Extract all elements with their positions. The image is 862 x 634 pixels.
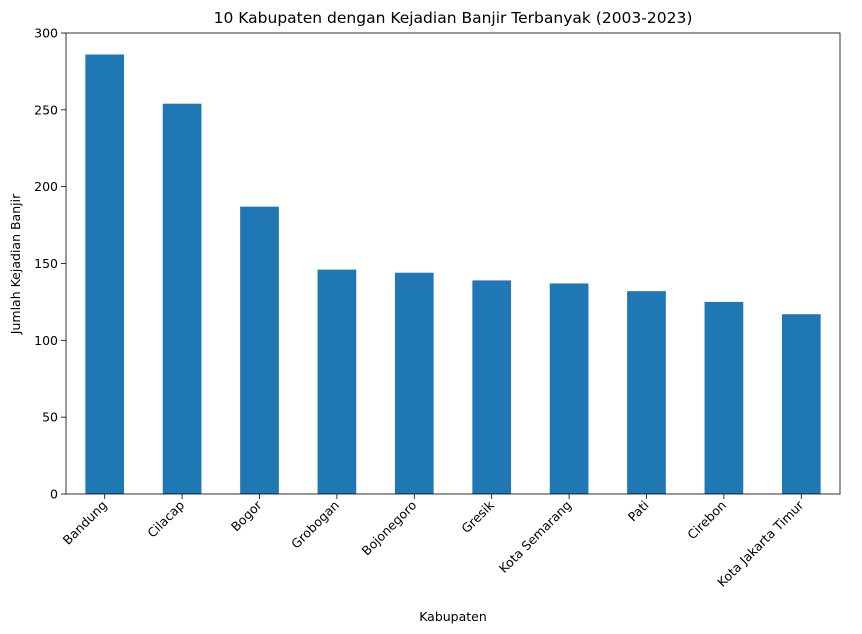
y-tick-label: 50: [42, 410, 58, 425]
bar: [627, 291, 666, 494]
bar: [549, 283, 589, 494]
y-tick-label: 0: [50, 487, 58, 502]
y-tick-label: 300: [34, 26, 58, 41]
x-tick-label: Grobogan: [288, 498, 342, 552]
x-tick-label: Cirebon: [684, 498, 729, 543]
x-tick-label: Kota Semarang: [496, 498, 574, 576]
bar: [781, 314, 821, 494]
y-tick-label: 250: [34, 102, 58, 117]
plot-area: 0 50 100 150 200 250 300 Bandung Cilacap Bogor Gro…: [34, 26, 841, 590]
y-tick-label: 150: [34, 256, 58, 271]
x-tick-label: Kota Jakarta Timur: [714, 497, 807, 590]
y-axis-label: Jumlah Kejadian Banjir: [8, 193, 23, 335]
x-tick-label: Bogor: [228, 497, 265, 534]
bar: [240, 206, 279, 495]
chart-title: 10 Kabupaten dengan Kejadian Banjir Terb…: [214, 9, 693, 27]
y-tick-label: 200: [34, 179, 58, 194]
x-tick-label: Gresik: [458, 497, 497, 536]
x-tick-label: Bojonegoro: [359, 498, 420, 559]
bar: [394, 272, 434, 494]
x-tick-label: Bandung: [60, 498, 110, 548]
x-axis-label: Kabupaten: [419, 609, 487, 624]
y-tick-label: 100: [34, 333, 58, 348]
x-tick-label: Cilacap: [144, 497, 187, 540]
bar: [317, 269, 357, 494]
bar: [162, 103, 202, 494]
bar: [704, 301, 744, 494]
bar: [85, 54, 125, 494]
x-tick-label: Pati: [625, 498, 652, 525]
bar: [472, 280, 512, 494]
